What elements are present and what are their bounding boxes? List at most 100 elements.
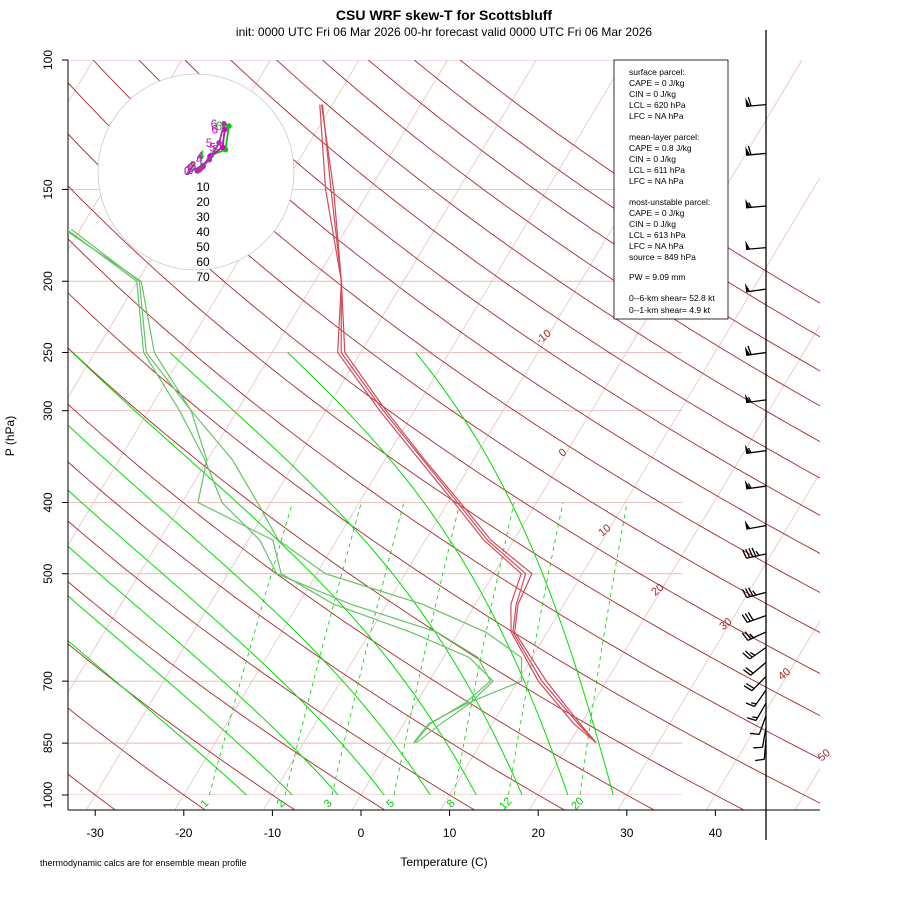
wind-barbs	[741, 96, 767, 762]
pressure-tick-label: 150	[41, 179, 55, 199]
hodograph-point	[198, 164, 205, 171]
dry-adiabat-line	[68, 520, 476, 810]
temperature-tick-label: 10	[443, 826, 457, 840]
isotherm-label: 30	[717, 616, 734, 633]
mixing-ratio-label: 8	[445, 797, 458, 810]
moist-adiabat-line	[68, 640, 248, 795]
pressure-tick-label: 700	[41, 671, 55, 691]
isotherm-label: 40	[776, 666, 793, 683]
hodograph-point-label: 0	[184, 164, 191, 178]
wind-barb	[744, 393, 767, 404]
dewpoint-trace	[70, 228, 494, 744]
temperature-axis: -30 -20 -10 0 10 20 30 40	[87, 810, 722, 840]
dry-adiabat-line	[68, 292, 820, 804]
dry-adiabat-line	[276, 60, 820, 443]
wind-barb	[744, 444, 767, 455]
wind-barb	[741, 631, 767, 641]
dry-adiabat-line	[68, 461, 566, 810]
plot-frame	[67, 60, 820, 811]
temperature-tick-label: 30	[620, 826, 634, 840]
chart-subtitle: init: 0000 UTC Fri 06 Mar 2026 00-hr for…	[236, 25, 653, 39]
moist-adiabat-line	[68, 424, 431, 795]
wind-barb	[745, 689, 767, 708]
most-unstable-parcel-header: most-unstable parcel:	[629, 197, 710, 207]
dry-adiabat-line	[413, 60, 820, 338]
hodograph-point-label: 2	[186, 163, 193, 177]
pressure-axis: 100 150 200 250 300 400 500 700 850 1000	[41, 50, 68, 808]
temperature-tick-label: -10	[264, 826, 282, 840]
isotherm-line	[617, 472, 820, 810]
hodograph-point-label: 3	[190, 158, 197, 172]
wind-barb	[741, 587, 767, 599]
wind-barb	[745, 96, 767, 108]
wind-barb	[744, 345, 767, 356]
precipitable-water: PW = 9.09 mm	[629, 272, 685, 282]
hodograph-ring-label: 60	[196, 255, 210, 269]
isotherm-line	[528, 324, 820, 810]
moist-adiabat-line	[68, 489, 385, 795]
hodograph-ring-label: 10	[196, 180, 210, 194]
wind-barb	[742, 547, 767, 559]
hodograph-point	[219, 144, 226, 151]
isotherm-line	[794, 767, 820, 810]
most-unstable-lcl: LCL = 613 hPa	[629, 230, 686, 240]
isotherm-label: 10	[596, 522, 613, 539]
isotherm-label: 0	[557, 446, 569, 459]
moist-adiabat-line	[169, 352, 523, 795]
parcel-info-box: surface parcel: CAPE = 0 J/kg CIN = 0 J/…	[613, 59, 729, 320]
wind-barb	[753, 727, 767, 749]
pressure-tick-label: 400	[41, 492, 55, 512]
pressure-tick-label: 200	[41, 271, 55, 291]
wind-barb	[745, 145, 767, 156]
most-unstable-cin: CIN = 0 J/kg	[629, 219, 676, 229]
hodograph-point-label: 1	[185, 163, 192, 177]
mixing-ratio-line	[508, 502, 564, 795]
hodograph-point-label: 5	[209, 140, 216, 154]
wind-barb	[742, 646, 767, 660]
hodograph-point-label: 4	[197, 149, 204, 163]
wind-barb	[741, 612, 767, 624]
pressure-tick-label: 100	[41, 50, 55, 70]
dewpoint-trace	[68, 231, 523, 744]
temperature-tick-label: 20	[532, 826, 546, 840]
pressure-tick-label: 300	[41, 400, 55, 420]
pressure-tick-label: 250	[41, 342, 55, 362]
mixing-ratio-label: 5	[384, 797, 397, 810]
wind-barb	[744, 520, 767, 530]
hodograph-point	[226, 123, 232, 129]
dry-adiabat-line	[68, 238, 820, 760]
surface-parcel-header: surface parcel:	[629, 67, 685, 77]
isotherm-label: 20	[649, 582, 666, 599]
moist-adiabat-lines	[68, 352, 614, 795]
mixing-ratio-label: 1	[199, 797, 212, 810]
wind-barb	[743, 676, 767, 692]
mixing-ratio-line	[208, 502, 293, 795]
moist-adiabat-line	[415, 352, 614, 795]
pressure-tick-label: 500	[41, 563, 55, 583]
hodograph-ring-label: 20	[196, 195, 210, 209]
wind-barb	[744, 480, 767, 490]
wind-barb	[744, 283, 767, 293]
mixing-ratio-line	[453, 502, 515, 795]
temperature-trace	[319, 104, 597, 744]
isotherm-line	[68, 60, 448, 694]
dry-adiabat-line	[230, 60, 820, 479]
dewpoint-trace	[68, 229, 492, 744]
wind-barb	[755, 739, 767, 762]
footnote: thermodynamic calcs are for ensemble mea…	[40, 858, 247, 868]
isotherm-label: 50	[816, 747, 833, 764]
isotherm-line	[85, 60, 537, 810]
mean-layer-lcl: LCL = 611 hPa	[629, 165, 685, 175]
dry-adiabat-line	[322, 60, 820, 407]
isotherm-line	[351, 60, 803, 810]
hodograph-point-label: 3	[190, 159, 197, 173]
hodograph-ring-label: 40	[196, 225, 210, 239]
hodograph-point	[221, 121, 227, 127]
isotherm-line	[440, 176, 820, 810]
y-axis-label: P (hPa)	[3, 416, 17, 456]
wind-barb	[745, 198, 767, 209]
hodograph-point-label: 4	[198, 148, 205, 162]
mixing-ratio-line	[393, 502, 461, 795]
dry-adiabat-line	[68, 403, 656, 810]
hodograph-point-label: 0	[184, 164, 191, 178]
